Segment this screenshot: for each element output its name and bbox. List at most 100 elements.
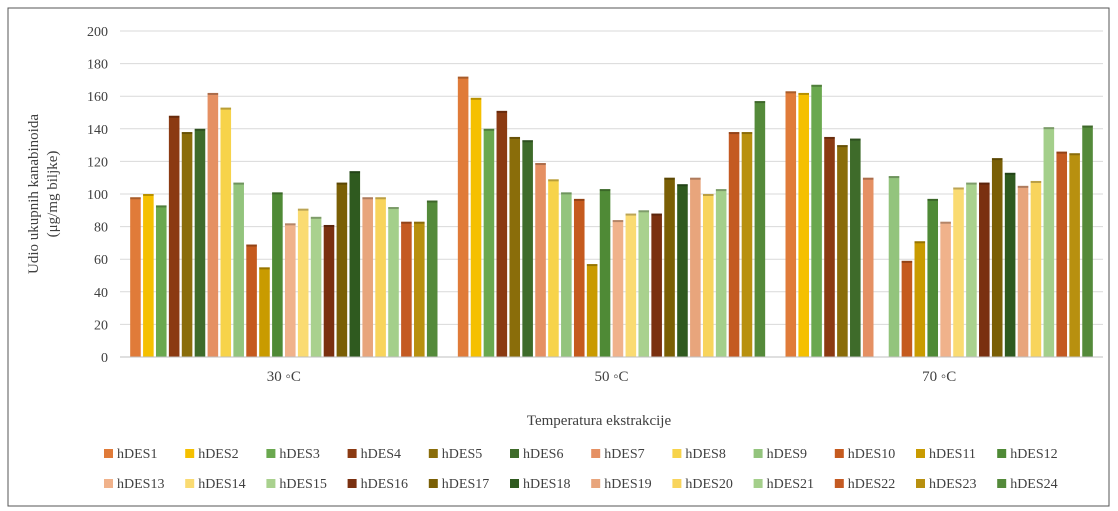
bar-cap [625,213,637,216]
bar-cap [953,187,964,190]
bar-cap [535,163,546,166]
legend-swatch [834,479,844,488]
y-tick-label: 140 [87,123,108,138]
gridlines [120,30,1103,325]
bar-cap [586,264,598,267]
legend-swatch [510,449,519,458]
bar-cap [991,158,1003,161]
bar [888,176,900,357]
legend-label: hDES1 [117,447,157,462]
bar-cap [1069,153,1080,156]
bar-cap [837,145,848,148]
bar [914,241,926,357]
bar [715,189,727,357]
bar [966,182,977,357]
bar-cap [194,128,206,131]
bar-cap [375,197,386,200]
legend-swatch [916,449,925,458]
bar-cap [246,244,257,247]
bar [535,163,546,357]
bar [233,182,244,357]
bar [426,200,438,357]
legend-swatch [591,479,601,488]
legend-swatch [672,479,682,488]
bar [470,97,482,357]
legend-label: hDES10 [848,447,895,462]
bar-cap [143,194,154,196]
bar [599,189,611,357]
y-tick-label: 100 [87,188,108,203]
bar [754,101,766,357]
legend-swatch [347,479,357,488]
bar-cap [401,221,412,224]
bar [901,260,913,357]
legend-swatch [104,479,113,488]
bar [349,171,361,357]
bar [651,213,662,357]
legend-label: hDES15 [279,477,326,492]
legend-swatch [428,479,438,488]
bar [284,223,296,357]
legend-swatch [753,449,763,458]
bar-cap [1030,180,1042,183]
bar-cap [181,132,193,135]
bar-cap [1056,151,1068,154]
legend-swatch [591,449,601,458]
bar-cap [1004,172,1016,175]
bar-cap [573,198,585,201]
bar-cap [220,107,232,110]
bar [811,84,822,357]
bar-cap [638,210,650,213]
y-tick-label: 120 [87,155,108,170]
bar [259,267,270,357]
legend-label: hDES8 [685,447,725,462]
bar-cap [561,192,572,195]
legend-label: hDES18 [523,477,570,492]
bar [310,216,322,357]
y-tick-label: 200 [87,25,108,40]
bar-cap [362,197,373,200]
legend-swatch [185,479,195,488]
bar-cap [651,213,662,216]
bar [837,145,848,357]
bar [414,221,425,357]
bar-cap [388,207,399,210]
x-tick-label: 50 ◦C [594,369,628,385]
bar-cap [1043,127,1055,130]
bar-cap [414,221,425,224]
legend-label: hDES17 [442,477,489,492]
legend-swatch [997,479,1007,488]
legend-label: hDES3 [279,447,319,462]
bar-cap [979,182,990,185]
bar-cap [509,136,521,139]
bar [1030,180,1042,357]
bar [246,244,257,357]
bar [1017,185,1029,357]
legend-swatch [834,449,844,458]
y-tick-label: 180 [87,58,108,73]
bar-cap [702,194,714,196]
bar [850,138,861,357]
bar-cap [207,92,219,95]
x-tick-labels: 30 ◦C 50 ◦C 70 ◦C [267,369,956,385]
legend-label: hDES4 [361,447,401,462]
bar [586,264,598,357]
legend-label: hDES2 [198,447,238,462]
bar-cap [496,110,508,113]
bar [272,192,283,357]
bar-cap [155,205,167,208]
legend-swatch [753,479,763,488]
bar-cap [284,223,296,226]
legend-label: hDES5 [442,447,482,462]
bar-cap [901,260,913,263]
bar [1043,127,1055,357]
legend: hDES1 hDES2 hDES3 hDES4 hDES5 hDES6 hDES7 hDES8… [104,447,1058,492]
legend-label: hDES14 [198,477,245,492]
bar [625,213,637,357]
bar [785,91,797,357]
legend-label: hDES21 [767,477,814,492]
legend-swatch [916,479,925,488]
bar-cap [785,91,797,94]
bar [824,136,835,357]
